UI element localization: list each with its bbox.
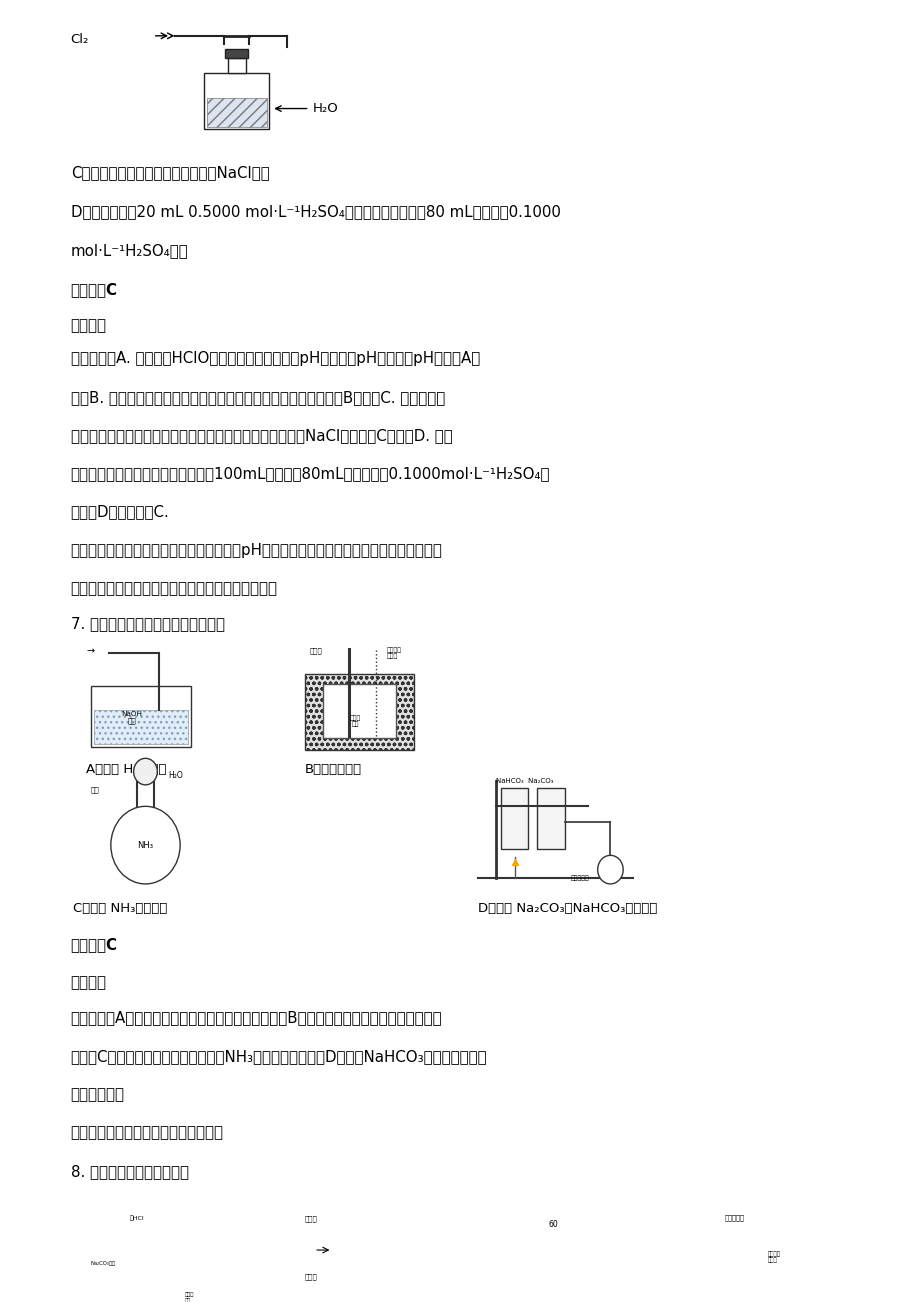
Point <box>506 852 521 872</box>
Text: 错误；C、滴入水后，气球膨胀，说明NH₃易溶于水，正确；D、应把NaHCO₃放入里面的小试: 错误；C、滴入水后，气球膨胀，说明NH₃易溶于水，正确；D、应把NaHCO₃放入… <box>71 1049 487 1064</box>
Text: C．利用丁达尔效应鉴别淀粉胶体和NaCl溶液: C．利用丁达尔效应鉴别淀粉胶体和NaCl溶液 <box>71 165 269 181</box>
Text: 考点：本题考查化学实验方案的评价，涉及pH的测定、尾气处理、胶体性质及溶液的配制，: 考点：本题考查化学实验方案的评价，涉及pH的测定、尾气处理、胶体性质及溶液的配制… <box>71 543 442 557</box>
Text: 积不具有加和性，溶液的体积不等于100mL，则加水80mL不能配制成0.1000mol·L⁻¹H₂SO₄溶: 积不具有加和性，溶液的体积不等于100mL，则加水80mL不能配制成0.1000… <box>71 466 550 482</box>
Circle shape <box>696 1247 743 1301</box>
Text: 浓HCl: 浓HCl <box>130 1215 144 1221</box>
Text: H₂O: H₂O <box>312 102 338 115</box>
Text: 60: 60 <box>548 1220 558 1229</box>
Circle shape <box>244 1241 284 1286</box>
Text: 进水口: 进水口 <box>305 1273 317 1280</box>
Text: 【答案】C: 【答案】C <box>71 283 118 297</box>
Text: 【解析】: 【解析】 <box>71 975 107 991</box>
Text: 误；B. 实验室用如图所示装置制饱和氯水，缺少尾气处理装置，故B错误；C. 胶体具有丁: 误；B. 实验室用如图所示装置制饱和氯水，缺少尾气处理装置，故B错误；C. 胶体… <box>71 389 445 405</box>
Text: 7. 下列实验装置能达到实验目的的是: 7. 下列实验装置能达到实验目的的是 <box>71 616 224 631</box>
Text: 8. 下列实验能达到目的的是: 8. 下列实验能达到目的的是 <box>71 1164 188 1178</box>
Text: 温度计: 温度计 <box>309 647 322 654</box>
Text: 管中，错误。: 管中，错误。 <box>71 1087 125 1103</box>
Text: 试题分析：A. 因氯水中HClO具有漂白性，不能利用pH试纸测到pH，应选用pH计，故A错: 试题分析：A. 因氯水中HClO具有漂白性，不能利用pH试纸测到pH，应选用pH… <box>71 352 480 366</box>
Text: C．验证 NH₃易溶于水: C．验证 NH₃易溶于水 <box>73 902 166 915</box>
Text: D．用量筒量取20 mL 0.5000 mol·L⁻¹H₂SO₄溶液于烧杯中，加水80 mL，配制成0.1000: D．用量筒量取20 mL 0.5000 mol·L⁻¹H₂SO₄溶液于烧杯中，加… <box>71 204 560 219</box>
Text: NH₃: NH₃ <box>137 841 153 850</box>
Text: 【答案】C: 【答案】C <box>71 937 118 952</box>
Bar <box>165 1224 177 1253</box>
Bar <box>94 711 188 743</box>
Text: NaOH
溶液: NaOH 溶液 <box>121 711 142 724</box>
Bar <box>194 1245 219 1284</box>
Circle shape <box>110 806 180 884</box>
Bar <box>323 684 396 738</box>
Bar <box>305 673 414 750</box>
Bar <box>487 1220 569 1301</box>
Point <box>506 1297 521 1302</box>
Bar <box>224 49 248 59</box>
Text: H₂O: H₂O <box>168 771 183 780</box>
Text: 出水口: 出水口 <box>305 1215 317 1221</box>
Text: 乙醛、乙酸: 乙醛、乙酸 <box>723 1215 743 1221</box>
Text: 环形玻璃
搅拌棒: 环形玻璃 搅拌棒 <box>387 647 402 659</box>
Text: 达尔效应，而溶液没有，则利用丁达尔效应鉴别淀粉胶体和NaCl溶液，故C正确；D. 因体: 达尔效应，而溶液没有，则利用丁达尔效应鉴别淀粉胶体和NaCl溶液，故C正确；D.… <box>71 428 452 443</box>
Bar <box>382 1253 405 1288</box>
Text: A．吸收 HCl 尾气: A．吸收 HCl 尾气 <box>86 763 166 776</box>
Bar <box>751 1212 764 1295</box>
Circle shape <box>133 758 157 785</box>
Bar <box>227 59 245 73</box>
Text: 侧重实验操作及实验基本技能的考查，题目难度不大: 侧重实验操作及实验基本技能的考查，题目难度不大 <box>71 581 278 596</box>
Text: 【解析】: 【解析】 <box>71 318 107 333</box>
Text: B．测定中和热: B．测定中和热 <box>305 763 362 776</box>
Bar <box>510 1228 546 1289</box>
Text: D．比较 Na₂CO₃与NaHCO₃的稳定性: D．比较 Na₂CO₃与NaHCO₃的稳定性 <box>478 902 657 915</box>
Bar <box>537 788 564 849</box>
Text: 液，故D错误；故选C.: 液，故D错误；故选C. <box>71 505 169 519</box>
Bar <box>91 686 191 747</box>
Circle shape <box>77 1226 128 1284</box>
Text: Cl₂: Cl₂ <box>71 33 89 46</box>
Bar <box>490 1224 566 1297</box>
Text: 饱和碳酸
钠回液: 饱和碳酸 钠回液 <box>767 1251 780 1263</box>
Bar <box>273 1238 382 1262</box>
Point <box>256 1288 271 1302</box>
Text: NaHCO₃  Na₂CO₃: NaHCO₃ Na₂CO₃ <box>496 777 553 784</box>
Text: 碎纸板
碎料: 碎纸板 碎料 <box>349 715 360 727</box>
Bar <box>207 98 267 126</box>
Text: 考点：本题考查实验装置与实验目的。: 考点：本题考查实验装置与实验目的。 <box>71 1125 223 1141</box>
Bar <box>204 73 269 129</box>
Text: 苯酚钠
溶液: 苯酚钠 溶液 <box>185 1292 194 1302</box>
Text: 澄清石灰水: 澄清石灰水 <box>571 876 589 881</box>
Circle shape <box>597 855 622 884</box>
Bar <box>501 788 528 849</box>
Text: Na₂CO₃溶液: Na₂CO₃溶液 <box>90 1260 115 1266</box>
Text: 试题分析：A、倒挂漏斗不能深入到液面以下，错误；B、温度计应放在盛有溶液的烧杯中，: 试题分析：A、倒挂漏斗不能深入到液面以下，错误；B、温度计应放在盛有溶液的烧杯中… <box>71 1010 442 1026</box>
Text: →: → <box>86 646 95 656</box>
Text: 气球: 气球 <box>91 786 99 793</box>
Text: mol·L⁻¹H₂SO₄溶液: mol·L⁻¹H₂SO₄溶液 <box>71 243 188 258</box>
